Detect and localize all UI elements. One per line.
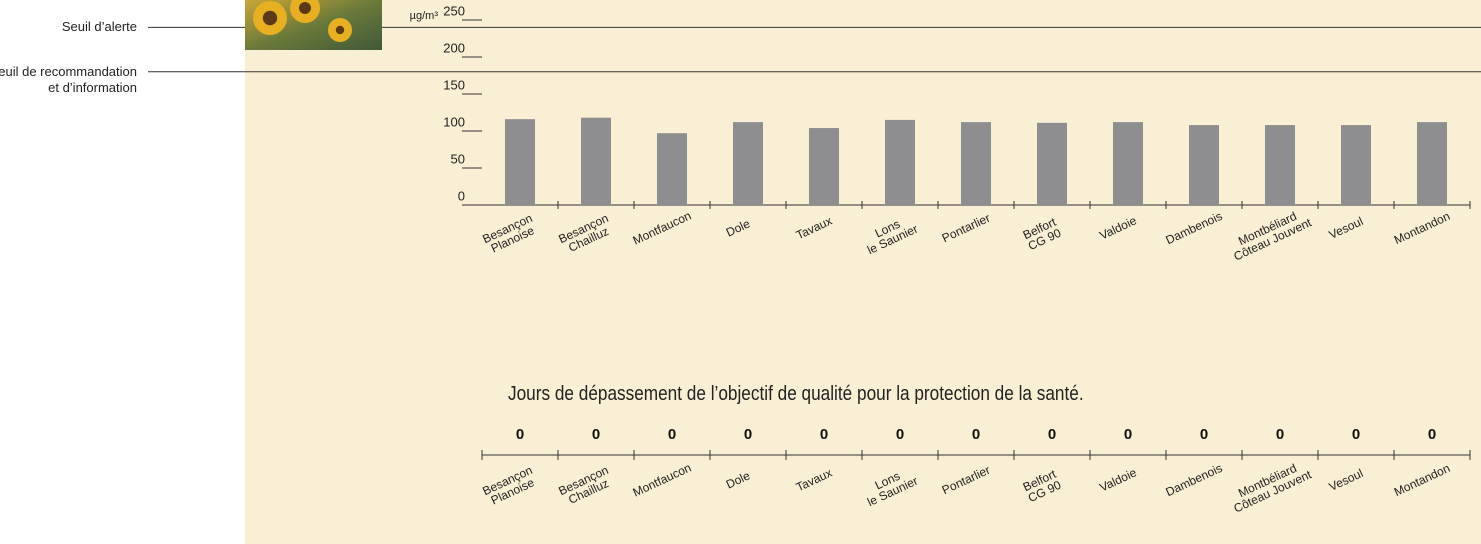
value-label: 0	[667, 426, 677, 443]
y-tick-label: 100	[443, 114, 465, 129]
strip-title: Jours de dépassement de l’objectif de qu…	[508, 383, 1084, 405]
y-tick-label: 150	[443, 77, 465, 92]
value-label: 0	[1427, 426, 1437, 443]
bar	[1265, 125, 1295, 205]
bar	[733, 122, 763, 205]
y-tick-label: 200	[443, 40, 465, 55]
bar	[885, 119, 915, 205]
value-label: 0	[743, 426, 753, 443]
y-tick-label: 250	[443, 3, 465, 18]
bar	[1189, 125, 1219, 205]
value-label: 0	[971, 426, 981, 443]
threshold-label: Seuil d’alerte	[61, 19, 137, 35]
bar	[1417, 122, 1447, 205]
value-label: 0	[819, 426, 829, 443]
sunflower-center	[262, 10, 278, 26]
background	[245, 0, 1481, 544]
bar	[961, 122, 991, 205]
y-tick-label: 50	[451, 151, 465, 166]
value-label: 0	[591, 426, 601, 443]
value-label: 0	[1123, 426, 1133, 443]
y-tick-label: 0	[458, 188, 465, 203]
value-label: 0	[895, 426, 905, 443]
bar	[1037, 122, 1067, 205]
bar	[581, 117, 611, 205]
value-label: 0	[515, 426, 525, 443]
sunflower-center	[335, 25, 345, 35]
value-label: 0	[1199, 426, 1209, 443]
bar	[1341, 125, 1371, 205]
bar	[505, 119, 535, 205]
value-label: 0	[1047, 426, 1057, 443]
threshold-label: Seuil de recommandation et d’information	[0, 63, 137, 95]
value-label: 0	[1351, 426, 1361, 443]
bar	[809, 128, 839, 205]
bar	[657, 133, 687, 205]
value-label: 0	[1275, 426, 1285, 443]
sunflower-center	[299, 2, 311, 14]
bar	[1113, 122, 1143, 205]
y-unit: µg/m³	[410, 10, 439, 22]
